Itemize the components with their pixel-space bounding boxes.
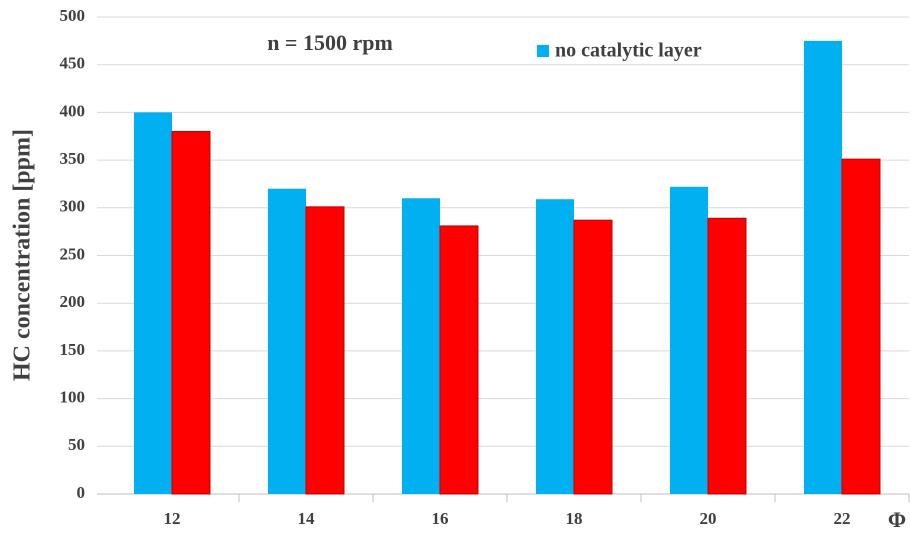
y-tick-label: 300 [60, 197, 86, 216]
y-tick-label: 150 [60, 340, 86, 359]
x-tick-label: 16 [432, 509, 449, 528]
bar [707, 217, 747, 495]
bar [536, 199, 574, 495]
x-tick-label: 22 [834, 509, 851, 528]
y-tick-label: 450 [60, 54, 86, 73]
x-axis-label: Φ [888, 507, 906, 532]
x-tick-label: 20 [700, 509, 717, 528]
y-tick-label: 0 [77, 483, 86, 502]
bar [268, 188, 306, 494]
bar [134, 112, 172, 495]
bar [171, 130, 211, 495]
legend-swatch [537, 45, 549, 57]
x-tick-label: 18 [566, 509, 583, 528]
y-tick-label: 50 [68, 435, 85, 454]
bar [804, 40, 842, 494]
y-tick-label: 100 [60, 388, 86, 407]
bar [573, 219, 613, 495]
x-tick-label: 14 [298, 509, 316, 528]
x-tick-label: 12 [164, 509, 181, 528]
y-tick-label: 350 [60, 149, 86, 168]
bar [305, 206, 345, 495]
y-tick-label: 500 [60, 6, 86, 25]
bar [670, 186, 708, 494]
bar [402, 198, 440, 494]
y-tick-label: 400 [60, 101, 86, 120]
y-axis-label: HC concentration [ppm] [10, 129, 36, 381]
y-tick-label: 200 [60, 292, 86, 311]
legend-label: no catalytic layer [555, 40, 702, 62]
bar [439, 225, 479, 495]
y-tick-label: 250 [60, 244, 86, 263]
bar [841, 158, 881, 495]
annotation: n = 1500 rpm [267, 30, 393, 55]
